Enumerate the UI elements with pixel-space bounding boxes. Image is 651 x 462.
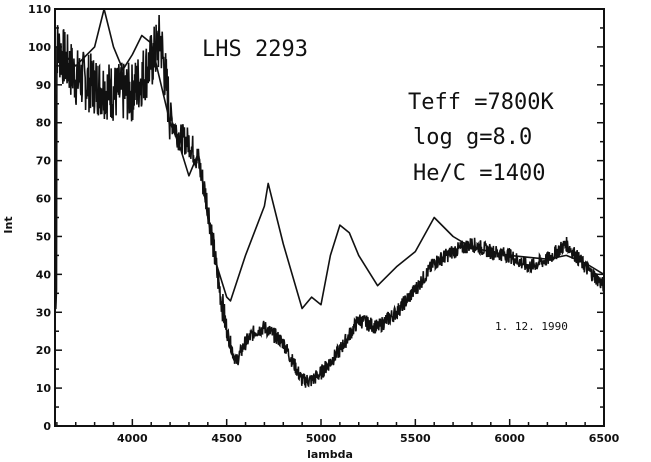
x-tick-label: 5500	[400, 432, 431, 445]
x-tick-label: 4000	[117, 432, 148, 445]
date-label: 1. 12. 1990	[495, 320, 568, 333]
y-tick-label: 110	[28, 3, 51, 16]
model-spectrum-line	[56, 8, 605, 310]
x-axis-label: lambda	[307, 448, 353, 461]
y-tick-label: 70	[36, 155, 52, 168]
y-tick-label: 10	[36, 382, 52, 395]
annotation-logg: log g=8.0	[413, 125, 532, 150]
x-tick-label: 6000	[494, 432, 525, 445]
axes: 4000 4500 5000 5500 6000 6500 0 10 20 30 40 50 60 70 8…	[28, 3, 620, 445]
y-tick-label: 30	[36, 306, 52, 319]
y-tick-label: 40	[36, 268, 52, 281]
annotation-hec: He/C =1400	[413, 161, 545, 186]
y-tick-label: 50	[36, 230, 52, 243]
x-tick-label: 6500	[589, 432, 620, 445]
chart-title: LHS 2293	[202, 37, 308, 62]
y-axis-label: Int	[2, 216, 15, 233]
y-tick-label: 60	[36, 193, 52, 206]
y-tick-label: 90	[36, 79, 52, 92]
y-tick-label: 0	[43, 420, 51, 433]
y-tick-label: 20	[36, 344, 52, 357]
x-tick-label: 4500	[211, 432, 242, 445]
x-tick-label: 5000	[306, 432, 337, 445]
series-group	[54, 8, 605, 388]
y-tick-label: 80	[36, 117, 52, 130]
y-tick-label: 100	[28, 41, 51, 54]
annotation-teff: Teff =7800K	[408, 90, 554, 115]
